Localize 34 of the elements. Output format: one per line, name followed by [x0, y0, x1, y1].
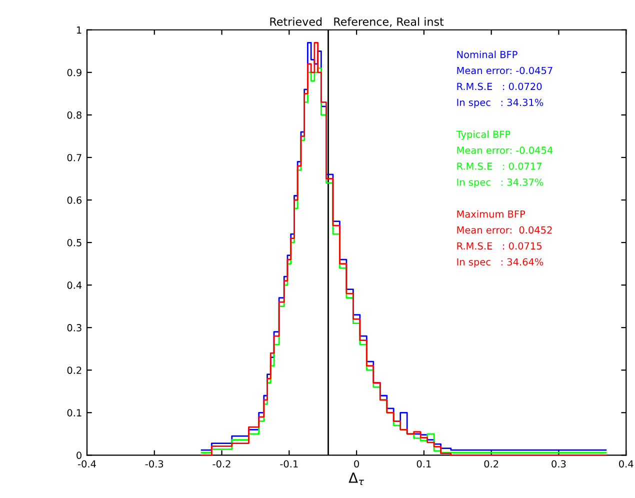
x-tick-label: 0 — [354, 460, 359, 468]
y-tick-label: 0.7 — [67, 154, 82, 162]
annotation: Nominal BFP — [457, 50, 518, 58]
annotation: Maximum BFP — [457, 210, 526, 218]
annotation: In spec : 34.64% — [457, 258, 544, 268]
x-tick-label: -0.4 — [78, 460, 96, 468]
annotation: Mean error: 0.0452 — [457, 226, 552, 234]
x-axis-title: Δ$_{τ}$ — [348, 472, 364, 486]
annotation: In spec : 34.31% — [457, 98, 544, 108]
x-tick-label: 0.1 — [416, 460, 431, 468]
y-tick-label: 1 — [77, 26, 82, 34]
y-tick-label: 0.3 — [67, 324, 82, 332]
annotation: R.M.S.E : 0.0720 — [457, 82, 542, 90]
y-tick-label: 0.5 — [67, 239, 82, 246]
x-tick-label: 0.4 — [619, 460, 634, 468]
annotation: Typical BFP — [456, 130, 510, 140]
y-tick-label: 0.4 — [67, 282, 82, 289]
annotation: In spec : 34.37% — [457, 178, 544, 188]
x-tick-label: -0.2 — [212, 460, 230, 468]
x-tick-label: 0.3 — [552, 460, 566, 468]
annotation: Mean error: -0.0454 — [457, 146, 553, 154]
y-tick-label: 0.6 — [67, 196, 82, 204]
chart-title: Retrieved Reference, Real inst — [270, 17, 444, 28]
y-tick-label: 0.9 — [67, 68, 82, 76]
y-tick-label: 0.8 — [67, 111, 82, 119]
x-tick-label: -0.3 — [145, 460, 164, 468]
annotation: R.M.S.E : 0.0717 — [457, 162, 542, 170]
x-tick-label: 0.2 — [484, 460, 498, 468]
x-tick-label: -0.1 — [280, 460, 298, 468]
y-tick-label: 0.2 — [67, 366, 82, 374]
annotation: R.M.S.E : 0.0715 — [457, 242, 542, 250]
annotation: Mean error: -0.0457 — [457, 66, 552, 74]
y-tick-label: 0.1 — [67, 409, 82, 416]
y-tick-label: 0 — [76, 452, 82, 460]
